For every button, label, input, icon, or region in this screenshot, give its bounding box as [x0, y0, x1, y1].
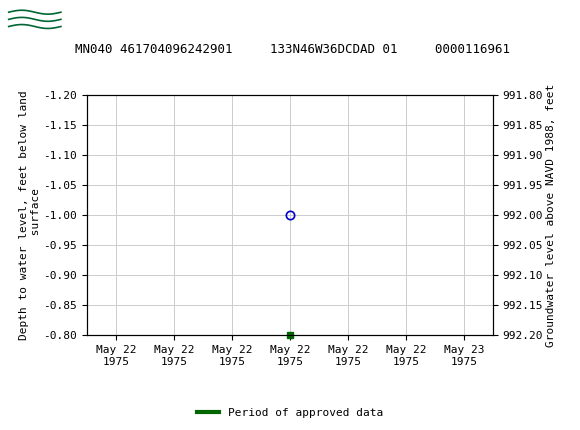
Y-axis label: Depth to water level, feet below land
 surface: Depth to water level, feet below land su… — [19, 90, 41, 340]
Text: USGS: USGS — [70, 9, 133, 29]
Text: MN040 461704096242901     133N46W36DCDAD 01     0000116961: MN040 461704096242901 133N46W36DCDAD 01 … — [75, 43, 510, 56]
Y-axis label: Groundwater level above NAVD 1988, feet: Groundwater level above NAVD 1988, feet — [546, 83, 556, 347]
Legend: Period of approved data: Period of approved data — [193, 403, 387, 422]
Bar — [6, 3, 64, 36]
